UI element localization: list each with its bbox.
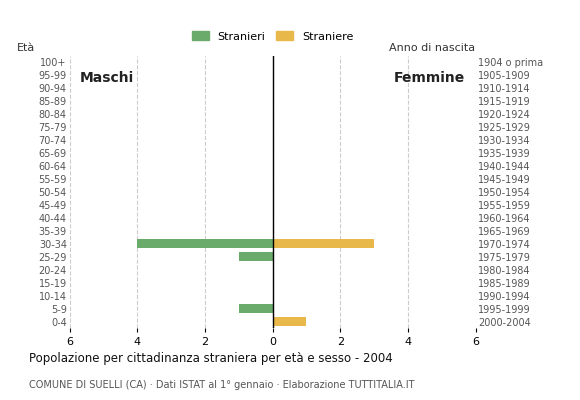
Legend: Stranieri, Straniere: Stranieri, Straniere — [190, 29, 356, 44]
Text: Femmine: Femmine — [394, 71, 465, 85]
Text: COMUNE DI SUELLI (CA) · Dati ISTAT al 1° gennaio · Elaborazione TUTTITALIA.IT: COMUNE DI SUELLI (CA) · Dati ISTAT al 1°… — [29, 380, 415, 390]
Text: Maschi: Maschi — [80, 71, 134, 85]
Bar — [239, 304, 273, 313]
Text: Anno di nascita: Anno di nascita — [390, 43, 476, 53]
Bar — [137, 239, 273, 248]
Text: Popolazione per cittadinanza straniera per età e sesso - 2004: Popolazione per cittadinanza straniera p… — [29, 352, 393, 365]
Text: Età: Età — [17, 43, 35, 53]
Bar — [273, 239, 374, 248]
Bar — [239, 252, 273, 262]
Bar — [273, 317, 306, 326]
